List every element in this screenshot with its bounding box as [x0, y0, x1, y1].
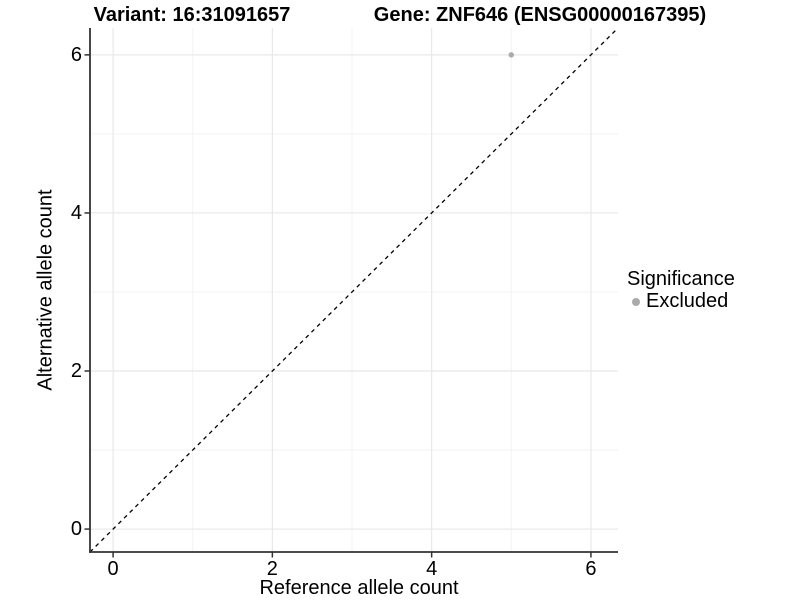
plot-title-variant: Variant: 16:31091657: [93, 4, 291, 26]
y-tick-label: 2: [70, 360, 82, 382]
x-axis-label: Reference allele count: [259, 577, 459, 599]
y-axis-label: Alternative allele count: [34, 189, 57, 391]
x-tick-label: 0: [107, 558, 119, 580]
legend: Significance Excluded: [627, 268, 735, 312]
x-tick-label: 2: [266, 558, 278, 580]
legend-item-label: Excluded: [646, 290, 729, 312]
legend-title: Significance: [627, 268, 735, 290]
legend-key-dot-icon: [632, 297, 640, 306]
data-point-excluded: [508, 52, 514, 58]
x-tick-label: 4: [426, 558, 438, 580]
y-tick-label: 0: [70, 518, 82, 541]
plot-title-gene: Gene: ZNF646 (ENSG00000167395): [373, 4, 707, 26]
legend-item: Excluded: [627, 291, 735, 312]
x-tick-label: 6: [585, 558, 597, 580]
legend-items: Excluded: [627, 291, 735, 312]
y-tick-label: 6: [70, 43, 82, 66]
identity-reference-line: [89, 27, 619, 553]
y-tick-label: 4: [70, 201, 82, 224]
